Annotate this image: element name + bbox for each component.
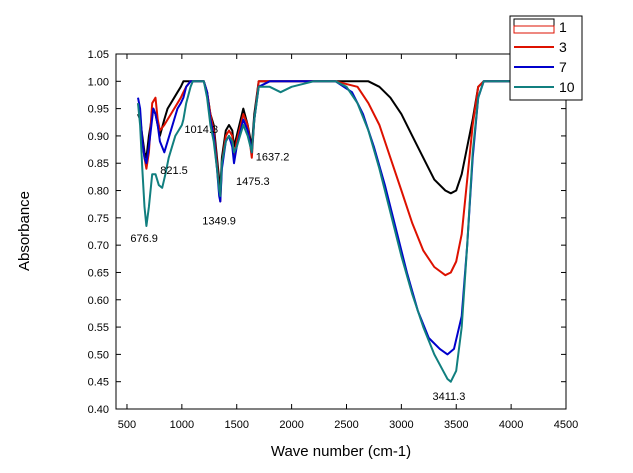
series-lines [137,80,512,383]
x-tick-label: 3500 [444,419,468,431]
series-line-3 [137,80,512,277]
y-tick-label: 0.80 [88,186,109,198]
x-tick-label: 500 [118,419,136,431]
y-tick-label: 0.40 [88,404,109,416]
x-tick-label: 4000 [499,419,523,431]
x-axis-label: Wave number (cm-1) [271,443,411,460]
annotation-label: 1014.3 [184,124,218,136]
legend-label-1: 1 [559,19,567,35]
y-tick-label: 0.90 [88,131,109,143]
y-tick-label: 0.75 [88,213,109,225]
legend-label-7: 7 [559,59,567,75]
y-tick-label: 0.60 [88,295,109,307]
y-tick-label: 0.70 [88,240,109,252]
y-tick-label: 1.05 [88,49,109,61]
y-tick-label: 0.45 [88,377,109,389]
legend-swatch-1 [513,18,555,27]
legend-label-10: 10 [559,79,575,95]
plot-frame [115,53,567,410]
series-line-1 [137,80,512,195]
legend-swatch-1-lower [513,25,555,34]
y-tick-label: 0.65 [88,267,109,279]
legend-label-3: 3 [559,39,567,55]
peak-annotations: 1014.3 821.5 676.9 1349.9 1475.3 1637.2 3411.3 [130,124,465,403]
x-tick-label: 4500 [554,419,578,431]
annotation-label: 1349.9 [202,215,236,227]
annotation-label: 3411.3 [433,391,466,403]
x-tick-label: 1500 [224,419,248,431]
x-tick-label: 2500 [334,419,358,431]
x-axis: 500 1000 1500 2000 2500 3000 3500 4000 4500 [118,54,578,431]
x-tick-label: 3000 [389,419,413,431]
y-tick-label: 0.95 [88,104,109,116]
x-tick-label: 2000 [279,419,303,431]
series-line-10 [137,80,512,383]
x-tick-label: 1000 [170,419,194,431]
y-tick-label: 0.55 [88,322,109,334]
y-axis: 0.40 0.45 0.50 0.55 0.60 0.65 0.70 0.75 0.80 0.85… [88,49,566,416]
y-axis-label: Absorbance [16,191,33,271]
annotation-label: 1637.2 [256,152,290,164]
y-tick-label: 1.00 [88,76,109,88]
annotation-label: 676.9 [130,233,158,245]
annotation-label: 1475.3 [236,176,270,188]
y-tick-label: 0.85 [88,158,109,170]
annotation-label: 821.5 [160,165,188,177]
y-tick-label: 0.50 [88,349,109,361]
series-line-7 [137,80,512,356]
legend: 1 3 7 10 [509,15,583,101]
